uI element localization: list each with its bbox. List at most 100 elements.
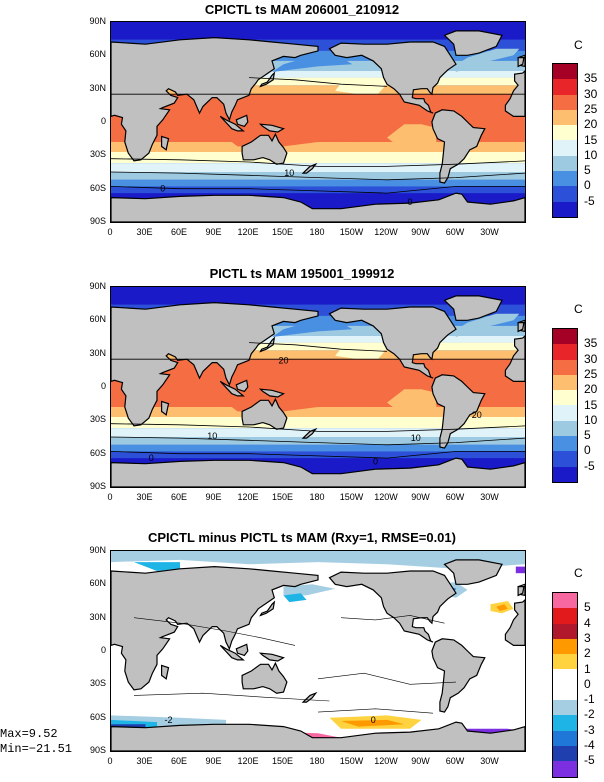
- panel2-colorbar: [552, 328, 578, 483]
- colorbar-level-label: -4: [584, 738, 595, 752]
- contour-label: 0: [373, 456, 378, 466]
- colorbar-level-label: -3: [584, 722, 595, 737]
- cold-tongue: [387, 124, 437, 147]
- lat-tick-label: 60N: [89, 578, 106, 589]
- lon-tick-label: 150W: [339, 756, 364, 766]
- north-atlantic: [453, 313, 520, 337]
- panel2-unit: C: [574, 302, 583, 316]
- sst-band: [111, 172, 525, 180]
- colorbar-swatch: [553, 201, 577, 217]
- lat-tick-label: 90N: [89, 545, 106, 555]
- land-mass: [241, 661, 288, 694]
- colorbar-level-label: -1: [584, 692, 595, 707]
- lon-tick-label: 90E: [205, 756, 222, 766]
- lon-tick-label: 150E: [271, 227, 294, 237]
- colorbar-level-label: -5: [584, 193, 595, 208]
- colorbar-swatch: [553, 700, 577, 716]
- contour-label: 10: [284, 168, 294, 178]
- warm-pool: [214, 359, 413, 412]
- land-layer: [111, 559, 525, 751]
- colorbar-swatch: [553, 608, 577, 624]
- land-mass: [160, 664, 170, 680]
- lat-tick-label: 60S: [89, 447, 106, 458]
- land-mass: [258, 652, 286, 662]
- zero-contour: [317, 708, 434, 714]
- land-mass: [517, 321, 525, 333]
- land-mass: [111, 301, 319, 427]
- colorbar-level-label: 3: [584, 630, 591, 645]
- colorbar-swatch: [553, 730, 577, 746]
- colorbar-swatch: [553, 638, 577, 655]
- sst-field: 20 20 10 10 0 0: [111, 287, 525, 487]
- lat-tick-label: 90S: [89, 745, 106, 755]
- lon-tick-label: 120E: [237, 227, 259, 237]
- land-mass: [328, 570, 457, 643]
- land-mass: [431, 638, 486, 713]
- lat-tick-label: 90S: [89, 216, 106, 226]
- contour-label: 20: [278, 355, 288, 365]
- zero-contour: [340, 615, 445, 624]
- panel1-map: 10 0 0: [110, 21, 526, 223]
- colorbar-level-label: 10: [584, 412, 598, 427]
- panel3-colorbar: [552, 592, 578, 778]
- contour-line: [111, 423, 525, 432]
- lon-tick-label: 120W: [374, 756, 398, 766]
- lat-tick-label: 30N: [89, 82, 106, 93]
- land-mass: [111, 565, 319, 691]
- colorbar-swatch: [553, 359, 577, 375]
- sst-band: [111, 287, 525, 305]
- sst-band: [111, 417, 525, 429]
- land-mass: [219, 380, 245, 397]
- colorbar-swatch: [553, 186, 577, 202]
- colorbar-swatch: [553, 94, 577, 110]
- colorbar-level-label: 10: [584, 147, 598, 162]
- colorbar-swatch: [553, 745, 577, 762]
- colorbar-level-label: 25: [584, 366, 598, 381]
- lat-tick-label: 90S: [89, 481, 106, 491]
- land-layer: [111, 30, 525, 222]
- lat-tick-label: 60S: [89, 182, 106, 193]
- panel2-title: PICTL ts MAM 195001_199912: [209, 266, 395, 281]
- sst-band: [111, 163, 525, 172]
- lat-tick-label: 60N: [89, 49, 106, 60]
- land-mass: [160, 135, 170, 151]
- sst-band: [111, 179, 525, 187]
- colorbar-swatch: [553, 329, 577, 345]
- sst-band: [111, 342, 525, 351]
- lat-tick-label: 30N: [89, 611, 106, 622]
- lat-tick-label: 90N: [89, 16, 106, 26]
- contour-line: [111, 171, 525, 181]
- colorbar-level-label: 35: [584, 71, 598, 86]
- lon-tick-label: 60W: [445, 756, 465, 766]
- contour-label: 0: [407, 197, 412, 207]
- sst-field: 10 0 0: [111, 22, 525, 222]
- atlantic-warm-strong: [496, 604, 508, 611]
- land-mass: [111, 36, 319, 162]
- panel1-colorbar: [552, 63, 578, 218]
- lat-tick-label: 30S: [89, 414, 106, 425]
- colorbar-level-label: 2: [584, 646, 591, 661]
- lon-tick-label: 0: [107, 492, 113, 502]
- lon-tick-label: 90E: [205, 492, 222, 502]
- land-mass: [219, 644, 245, 661]
- land-mass: [328, 41, 457, 114]
- sst-band: [111, 315, 525, 326]
- contour-line: [248, 77, 388, 87]
- lon-tick-label: 60E: [170, 756, 187, 766]
- contour-label: 10: [411, 433, 421, 443]
- colorbar-swatch: [553, 466, 577, 482]
- sst-band: [111, 350, 525, 360]
- land-mass: [259, 336, 276, 353]
- colorbar-swatch: [553, 155, 577, 172]
- sst-band: [111, 50, 525, 61]
- sst-band: [111, 407, 525, 417]
- lon-tick-label: 150E: [271, 492, 294, 502]
- land-mass: [111, 457, 525, 487]
- lon-tick-label: 60W: [445, 492, 465, 502]
- barents-cold: [515, 566, 525, 574]
- contour-line: [111, 185, 525, 194]
- colorbar-swatch: [553, 715, 577, 731]
- contour-line: [111, 450, 525, 459]
- panel3-unit: C: [574, 566, 583, 580]
- land-mass: [258, 123, 286, 133]
